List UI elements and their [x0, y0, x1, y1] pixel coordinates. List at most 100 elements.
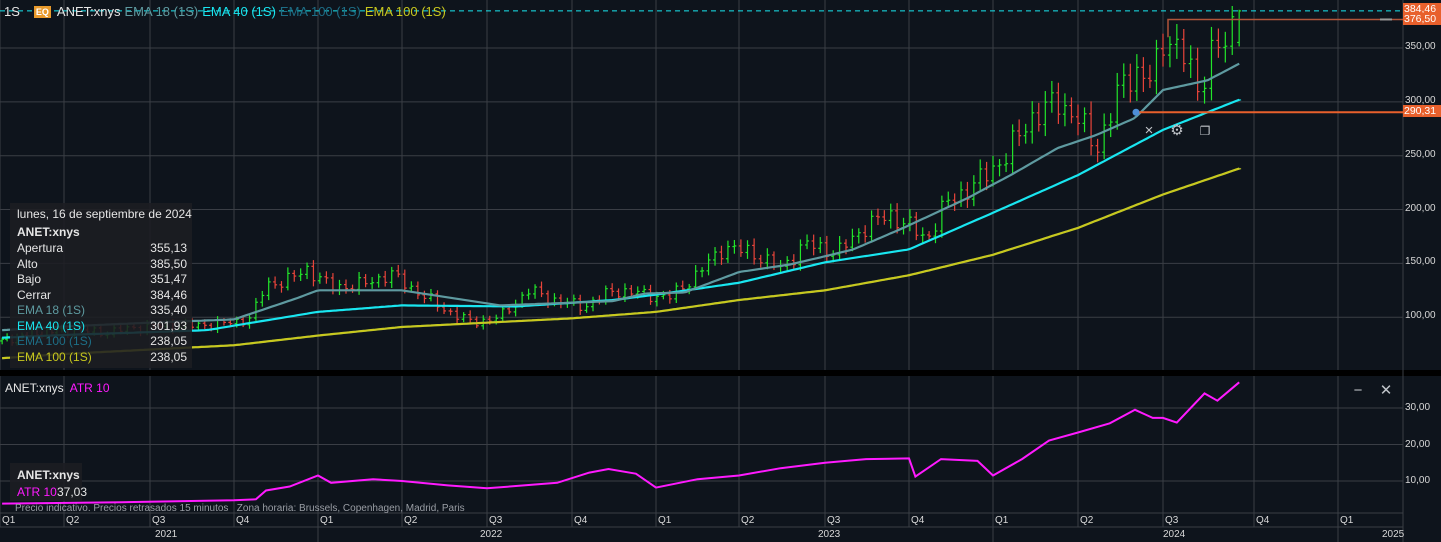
tooltip-row: EMA 100 (1S) 238,05 [17, 350, 187, 364]
tooltip-row-value: 351,47 [150, 272, 187, 286]
atr-tooltip: ANET:xnys ATR 10 37,03 [10, 463, 87, 501]
ohlc-bar [758, 254, 763, 268]
ohlc-bar [1230, 5, 1235, 55]
ohlc-bar [1161, 33, 1165, 67]
ohlc-bar [1076, 104, 1080, 136]
ohlc-bar [285, 267, 290, 291]
pane-divider [0, 370, 1441, 376]
legend-ema40[interactable]: EMA 40 (1S) [202, 4, 276, 19]
ohlc-bar [370, 277, 375, 289]
ohlc-bar [1036, 102, 1041, 132]
ohlc-bar [591, 296, 595, 312]
ema-line-1 [2, 167, 1242, 360]
ohlc-bar [927, 231, 932, 241]
ohlc-bar [765, 248, 770, 270]
ohlc-bar [713, 247, 718, 266]
ohlc-bar [1082, 107, 1087, 133]
ohlc-bar [616, 288, 621, 300]
ohlc-bar [856, 228, 861, 244]
ohlc-bar [317, 272, 322, 284]
tooltip-symbol: ANET:xnys [17, 225, 80, 239]
tooltip-row-value: 238,05 [150, 349, 187, 364]
ohlc-bar [914, 211, 919, 241]
ohlc-bar [513, 299, 518, 317]
ohlc-bar [415, 281, 420, 300]
legend-ema100-yellow[interactable]: EMA 100 (1S) [364, 4, 446, 19]
gear-icon[interactable]: ⚙ [1170, 122, 1184, 139]
ohlc-bar [305, 262, 310, 280]
ohlc-bar [732, 239, 737, 254]
ohlc-bar [971, 175, 976, 207]
atr-symbol[interactable]: ANET:xnys [5, 381, 64, 395]
tooltip-row: Bajo 351,47 [17, 272, 187, 286]
ohlc-bar [253, 297, 258, 321]
ohlc-bar [461, 312, 466, 323]
ohlc-bar [448, 308, 453, 316]
ohlc-bar [850, 228, 855, 252]
ohlc-bar [578, 294, 583, 315]
interval-label[interactable]: 1S [4, 4, 20, 19]
ohlc-bar [1108, 113, 1113, 138]
quarter-label: Q3 [827, 515, 841, 526]
quarter-label: Q3 [1165, 515, 1179, 526]
ohlc-bar [1095, 138, 1100, 163]
ohlc-bar [337, 279, 342, 296]
symbol-label[interactable]: ANET:xnys [56, 4, 121, 19]
quarter-label: Q2 [741, 515, 755, 526]
ohlc-bar [558, 294, 563, 309]
ohlc-bar [435, 290, 440, 312]
minimize-pane-icon[interactable]: − [1353, 382, 1363, 399]
atr-tooltip-label: ATR 10 [17, 485, 57, 499]
ohlc-bar [693, 265, 698, 290]
ohlc-bar [629, 285, 634, 298]
ohlc-bar [752, 238, 757, 265]
price-tick: 100,00 [1405, 310, 1436, 322]
ohlc-bar [785, 256, 790, 272]
ohlc-bar [725, 240, 730, 263]
price-tick: 150,00 [1405, 256, 1436, 268]
tooltip-row-label: EMA 100 (1S) [17, 334, 92, 348]
quarter-label: Q3 [152, 515, 166, 526]
ohlc-bar [533, 284, 538, 299]
tooltip-row-value: 385,50 [150, 256, 187, 271]
tooltip-row: Alto 385,50 [17, 257, 187, 271]
level-low-tag: 290,31 [1403, 105, 1441, 118]
year-label: 2021 [155, 529, 178, 540]
quarter-label: Q1 [658, 515, 672, 526]
quarter-label: Q1 [995, 515, 1009, 526]
ohlc-bar [526, 288, 531, 300]
tooltip-date: lunes, 16 de septiembre de 2024 [17, 207, 192, 221]
price-tick: 300,00 [1405, 94, 1436, 106]
ohlc-bar [0, 337, 5, 345]
legend-ema100-teal[interactable]: EMA 100 (1S) [279, 4, 361, 19]
ohlc-bar [818, 237, 823, 254]
ohlc-bar [324, 271, 329, 284]
tooltip-row-label: Apertura [17, 241, 64, 255]
ohlc-bar [350, 284, 355, 293]
ohlc-bar [442, 302, 447, 315]
delete-drawing-icon[interactable]: × [1144, 122, 1154, 139]
ohlc-bar [939, 195, 944, 238]
atr-indicator[interactable]: ATR 10 [69, 381, 110, 395]
price-tick: 350,00 [1405, 41, 1436, 52]
ema-line-3 [2, 62, 1240, 332]
tooltip-row: EMA 18 (1S) 335,40 [17, 303, 187, 317]
ohlc-bar [1223, 31, 1228, 63]
close-pane-icon[interactable]: ✕ [1379, 382, 1393, 399]
legend-ema18[interactable]: EMA 18 (1S) [124, 4, 199, 19]
ohlc-bar [984, 161, 989, 191]
tooltip-row-value: 238,05 [150, 334, 187, 348]
quarter-label: Q4 [574, 515, 588, 526]
tooltip-row: Apertura 355,13 [17, 241, 187, 255]
ohlc-bar [1004, 153, 1009, 173]
atr-tooltip-symbol: ANET:xnys [17, 468, 80, 482]
quarter-label: Q1 [320, 515, 334, 526]
ohlc-bar [1056, 82, 1061, 124]
tooltip-row-value: 301,93 [150, 318, 187, 333]
copy-icon[interactable]: ❐ [1199, 124, 1211, 138]
ohlc-bar [959, 181, 964, 207]
ohlc-bar [383, 270, 388, 287]
ohlc-bar [1030, 101, 1035, 144]
ohlc-bar [1069, 97, 1074, 124]
